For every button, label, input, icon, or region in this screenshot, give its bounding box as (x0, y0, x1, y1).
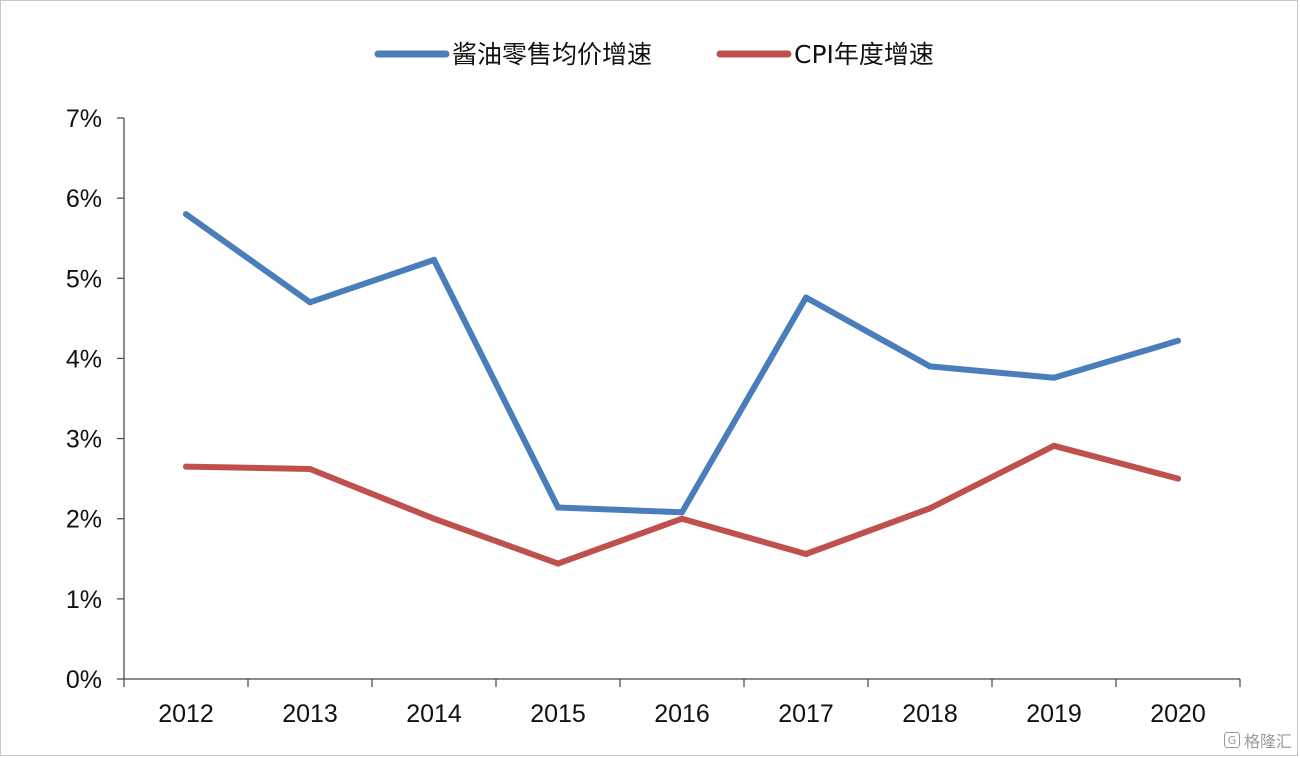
watermark-logo-icon: G (1223, 732, 1240, 748)
watermark-text: 格隆汇 (1243, 732, 1292, 751)
x-tick-label: 2019 (1026, 700, 1082, 728)
y-tick-label: 2% (66, 506, 102, 534)
data-point (927, 505, 933, 512)
data-point (803, 550, 809, 557)
data-point (307, 466, 313, 473)
data-point (679, 509, 685, 516)
data-point (679, 515, 685, 522)
data-point (183, 463, 189, 470)
y-tick-label: 5% (66, 265, 102, 293)
series-line-2 (183, 442, 1181, 567)
y-tick-label: 3% (66, 426, 102, 454)
data-point (431, 256, 437, 263)
x-tick-label: 2014 (406, 700, 462, 728)
data-point (307, 299, 313, 306)
x-tick-label: 2020 (1150, 700, 1206, 728)
x-axis: 2012 2013 2014 2015 2016 2017 2018 2019 2020 (123, 678, 1241, 728)
data-point (1175, 337, 1181, 344)
data-point (803, 294, 809, 301)
x-tick-label: 2016 (654, 700, 710, 728)
data-point (1175, 475, 1181, 482)
y-tick-label: 6% (66, 185, 102, 213)
x-tick-label: 2013 (282, 700, 338, 728)
x-tick-label: 2017 (778, 700, 834, 728)
data-point (183, 211, 189, 218)
legend-label: 酱油零售均价增速 (452, 40, 652, 69)
series-line-1 (183, 211, 1181, 516)
x-tick-label: 2018 (902, 700, 958, 728)
x-tick-label: 2012 (158, 700, 214, 728)
y-tick-label: 0% (66, 666, 102, 694)
data-point (555, 560, 561, 567)
legend-label: CPI年度增速 (794, 40, 934, 69)
x-tick-label: 2015 (530, 700, 586, 728)
y-tick-label: 1% (66, 586, 102, 614)
legend: 酱油零售均价增速 CPI年度增速 (374, 40, 934, 69)
data-point (431, 515, 437, 522)
y-tick-label: 7% (66, 105, 102, 133)
y-tick-label: 4% (66, 345, 102, 373)
y-axis: 0% 1% 2% 3% 4% 5% 6% 7% (66, 105, 125, 694)
data-point (555, 504, 561, 511)
data-point (927, 363, 933, 370)
watermark: G 格隆汇 (1223, 728, 1292, 752)
data-point (1051, 374, 1057, 381)
series-layer (183, 211, 1181, 567)
data-point (1051, 442, 1057, 449)
